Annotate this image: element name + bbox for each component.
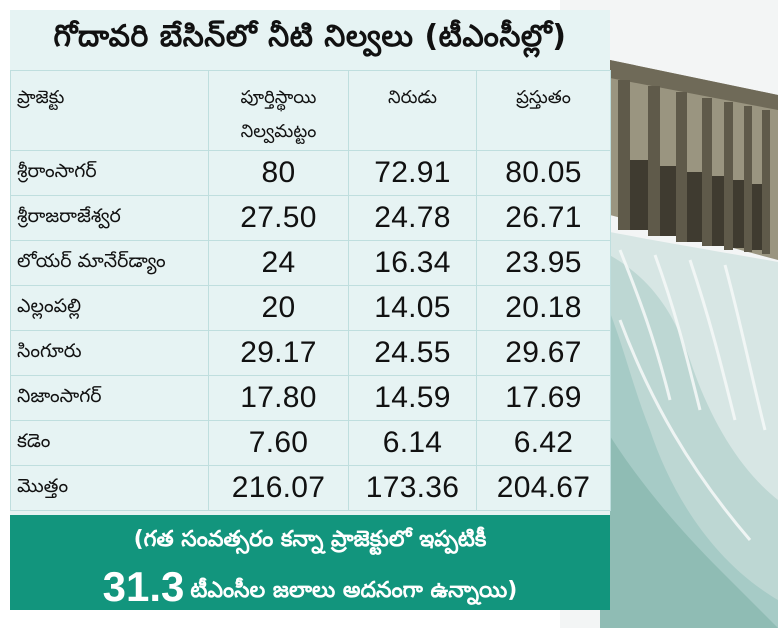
last-year-value: 72.91 [348,150,477,196]
full-level-total: 216.07 [208,465,349,511]
last-year-value: 16.34 [348,240,477,286]
header-full-level-line1: పూర్తిస్థాయి [240,87,317,108]
project-name: ఎల్లంపల్లి [10,285,209,331]
current-total: 204.67 [476,465,611,511]
current-value: 20.18 [476,285,611,331]
full-level-value: 7.60 [208,420,349,466]
table-row-total: మొత్తం 216.07 173.36 204.67 [10,465,611,511]
last-year-value: 14.59 [348,375,477,421]
last-year-value: 24.55 [348,330,477,376]
header-last-year: నిరుడు [348,70,477,151]
table-row: కడెం 7.60 6.14 6.42 [10,420,611,466]
total-label: మొత్తం [10,465,209,511]
summary-banner: (గత సంవత్సరం కన్నా ప్రాజెక్టులో ఇప్పటికీ… [10,515,610,610]
full-level-value: 29.17 [208,330,349,376]
last-year-value: 14.05 [348,285,477,331]
header-full-level-line2: నిల్వమట్టం [240,121,317,142]
banner-value: 31.3 [102,563,185,610]
last-year-value: 6.14 [348,420,477,466]
project-name: సింగూరు [10,330,209,376]
table-row: శ్రీరాజరాజేశ్వర 27.50 24.78 26.71 [10,195,611,241]
last-year-total: 173.36 [348,465,477,511]
header-current: ప్రస్తుతం [476,70,611,151]
full-level-value: 20 [208,285,349,331]
current-value: 17.69 [476,375,611,421]
project-name: లోయర్ మానేర్‌డ్యాం [10,240,209,286]
project-name: నిజాంసాగర్ [10,375,209,421]
header-full-level: పూర్తిస్థాయి నిల్వమట్టం [208,70,349,151]
full-level-value: 27.50 [208,195,349,241]
table-row: లోయర్ మానేర్‌డ్యాం 24 16.34 23.95 [10,240,611,286]
full-level-value: 17.80 [208,375,349,421]
last-year-value: 24.78 [348,195,477,241]
current-value: 80.05 [476,150,611,196]
table-row: నిజాంసాగర్ 17.80 14.59 17.69 [10,375,611,421]
header-project: ప్రాజెక్టు [10,70,209,151]
table-row: ఎల్లంపల్లి 20 14.05 20.18 [10,285,611,331]
project-name: శ్రీరాంసాగర్ [10,150,209,196]
full-level-value: 24 [208,240,349,286]
banner-line2-wrap: 31.3 టీఎంసీల జలాలు అదనంగా ఉన్నాయి) [10,563,610,611]
storage-table: ప్రాజెక్టు పూర్తిస్థాయి నిల్వమట్టం నిరుడ… [10,70,611,511]
dam-illustration [560,0,778,628]
project-name: కడెం [10,420,209,466]
current-value: 26.71 [476,195,611,241]
current-value: 29.67 [476,330,611,376]
table-row: సింగూరు 29.17 24.55 29.67 [10,330,611,376]
table-row: శ్రీరాంసాగర్ 80 72.91 80.05 [10,150,611,196]
banner-line1: (గత సంవత్సరం కన్నా ప్రాజెక్టులో ఇప్పటికీ [133,527,487,552]
current-value: 23.95 [476,240,611,286]
current-value: 6.42 [476,420,611,466]
full-level-value: 80 [208,150,349,196]
header-row: ప్రాజెక్టు పూర్తిస్థాయి నిల్వమట్టం నిరుడ… [10,70,611,151]
chart-title: గోదావరి బేసిన్‌లో నీటి నిల్వలు (టీఎంసీల్… [53,19,567,54]
dam-photo [560,0,778,628]
project-name: శ్రీరాజరాజేశ్వర [10,195,209,241]
banner-line2: టీఎంసీల జలాలు అదనంగా ఉన్నాయి) [190,578,518,603]
